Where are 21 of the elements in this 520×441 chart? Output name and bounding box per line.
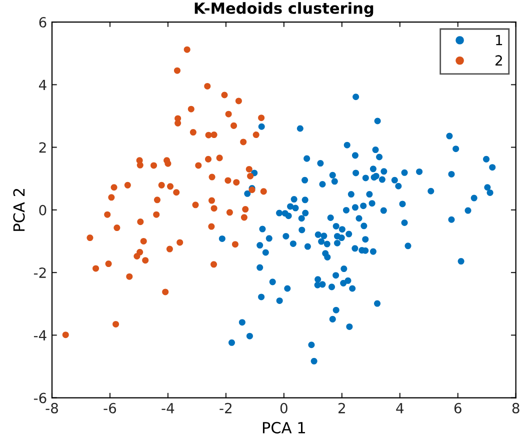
x-tick-label: 8 [512, 402, 520, 414]
x-tick-label: 0 [280, 402, 288, 414]
y-tick-label: 0 [39, 204, 46, 216]
chart-title: K-Medoids clustering [194, 2, 374, 18]
y-tick-label: 6 [39, 17, 46, 28]
x-tick-label: -2 [220, 402, 232, 414]
x-tick-label: 4 [396, 403, 404, 414]
legend-label: 1 [496, 34, 502, 46]
y-axis-title: PCA 2 [13, 188, 25, 231]
y-tick-label: 4 [38, 80, 46, 90]
y-tick-label: -2 [34, 268, 46, 278]
y-tick-label: -6 [34, 392, 46, 404]
x-axis-title: PCA 1 [262, 422, 305, 434]
x-tick-label: -4 [162, 403, 174, 414]
legend-label: 2 [496, 55, 502, 66]
x-tick-label: 6 [454, 402, 462, 414]
x-tick-label: 2 [338, 402, 345, 414]
y-tick-label: 2 [39, 142, 46, 153]
y-tick-label: -4 [34, 330, 46, 340]
x-tick-label: -6 [104, 402, 116, 414]
x-tick-label: -8 [46, 402, 58, 414]
